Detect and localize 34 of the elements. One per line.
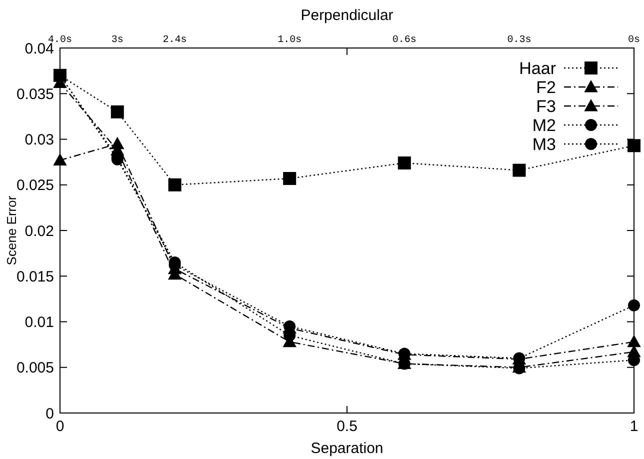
- text: 3s: [111, 35, 124, 46]
- point: [283, 172, 296, 185]
- y-tick-label: 0.02: [24, 222, 54, 240]
- text: 0s: [628, 35, 640, 46]
- point: [168, 178, 182, 192]
- x-tick-label: 0.5: [336, 418, 358, 435]
- y-tick-label: 0.035: [16, 86, 54, 103]
- y-tick-label: 0.005: [16, 360, 54, 377]
- text: 1.0s: [278, 35, 302, 46]
- legend-label: M2: [532, 116, 556, 135]
- point: [512, 164, 526, 177]
- text: 0.3s: [507, 35, 532, 46]
- point: [398, 156, 411, 170]
- y-tick-label: 0.015: [16, 268, 54, 286]
- legend-label: M3: [532, 134, 556, 154]
- text: 0.6s: [392, 35, 416, 46]
- x2-axis-title: Perpendicular: [300, 7, 394, 24]
- point: [54, 154, 66, 166]
- y-tick-label: 0.025: [16, 177, 54, 194]
- x-axis-title: Separation: [310, 440, 384, 457]
- legend-label: F3: [536, 96, 556, 116]
- y-tick-label: 0.01: [24, 314, 54, 331]
- point: [628, 299, 640, 312]
- x-tick-label: 1: [630, 418, 638, 435]
- legend-label: F2: [536, 78, 556, 97]
- y-axis-title: Scene Error: [4, 195, 19, 266]
- y-tick-label: 0.03: [24, 132, 54, 148]
- legend-label: Haar: [519, 58, 556, 78]
- text: 2.4s: [162, 35, 187, 46]
- y-tick-label: 0: [46, 405, 54, 422]
- point: [628, 139, 640, 152]
- x-tick-label: 0: [56, 418, 64, 435]
- point: [110, 105, 124, 118]
- point: [628, 335, 640, 348]
